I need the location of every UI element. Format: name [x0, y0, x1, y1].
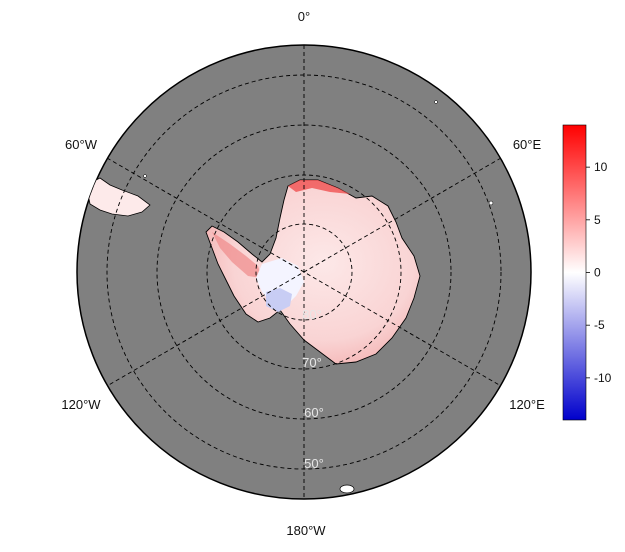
- colorbar-tick-label: -5: [594, 318, 605, 332]
- colorbar-tick-label: -10: [594, 371, 612, 385]
- south-america-landmass: [87, 177, 151, 217]
- island-left: [143, 174, 147, 178]
- island-bottom: [339, 484, 355, 494]
- warm-anomaly-coast: [288, 180, 350, 194]
- lat-label-80: 80°: [302, 307, 322, 322]
- peninsula-anomaly: [212, 232, 262, 278]
- lat-label-70: 70°: [302, 355, 322, 370]
- lat-label-50: 50°: [304, 456, 324, 471]
- island-top-right: [434, 100, 438, 104]
- cool-anomaly-region: [266, 288, 292, 312]
- colorbar: 10 5 0 -5 -10: [562, 124, 612, 421]
- meridian-lines: [106, 45, 502, 499]
- lon-label-60w: 60°W: [65, 137, 98, 152]
- island-right: [488, 200, 494, 206]
- colorbar-tick-label: 5: [594, 213, 601, 227]
- colorbar-bar: [562, 124, 587, 421]
- antarctica-landmass: [205, 179, 421, 365]
- colorbar-tick-label: 0: [594, 266, 601, 280]
- lat-label-60: 60°: [304, 405, 324, 420]
- lon-label-180w: 180°W: [286, 523, 326, 538]
- lon-label-60e: 60°E: [513, 137, 542, 152]
- lon-label-0: 0°: [298, 9, 310, 24]
- colorbar-tick-label: 10: [594, 160, 608, 174]
- lon-label-120w: 120°W: [61, 397, 101, 412]
- lon-label-120e: 120°E: [509, 397, 545, 412]
- colorbar-ticks: 10 5 0 -5 -10: [586, 160, 612, 385]
